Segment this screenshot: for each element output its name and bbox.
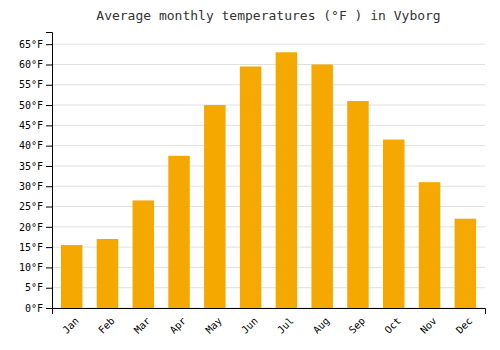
tick: Mar: [132, 315, 153, 336]
y-axis: 0°F 5°F 10°F 15°F 20°F 25°F 30°F 35°F 40°F 45°F 50…: [19, 33, 53, 314]
tick: 15°F: [19, 242, 52, 253]
tick: Sep: [347, 315, 368, 336]
tick-mark: [46, 186, 52, 187]
tick-mark: [46, 288, 52, 289]
tick-mark: [46, 125, 52, 126]
grid-line: [52, 84, 485, 85]
tick-mark: [46, 207, 52, 208]
tick-label: Oct: [382, 315, 403, 336]
tick: 45°F: [19, 120, 52, 131]
tick-label: 40°F: [19, 140, 43, 151]
tick-label: Jul: [275, 315, 296, 336]
tick-label: 50°F: [19, 100, 43, 111]
tick-mark: [46, 247, 52, 248]
grid-line: [52, 145, 485, 146]
tick-label: Mar: [132, 315, 153, 336]
tick-mark: [46, 166, 52, 167]
bar: [276, 52, 297, 308]
tick: Jun: [239, 315, 260, 336]
tick-mark: [46, 146, 52, 147]
tick-label: Nov: [418, 315, 439, 336]
tick-label: Sep: [347, 315, 368, 336]
bar: [347, 101, 368, 308]
bar: [311, 64, 332, 308]
tick: 65°F: [19, 39, 52, 50]
tick: 50°F: [19, 100, 52, 111]
tick: 10°F: [19, 262, 52, 273]
grid-line: [52, 44, 485, 45]
tick-label: 20°F: [19, 222, 43, 233]
tick: 5°F: [25, 282, 52, 293]
bar: [204, 105, 225, 308]
tick-label: 65°F: [19, 39, 43, 50]
chart: 0°F 5°F 10°F 15°F 20°F 25°F 30°F 35°F 40°F 45°F 50…: [0, 0, 500, 350]
tick-label: Feb: [96, 315, 117, 336]
bar: [168, 156, 189, 308]
tick-label: 60°F: [19, 59, 43, 70]
bar: [383, 140, 404, 308]
tick-mark: [46, 227, 52, 228]
tick-label: 0°F: [25, 303, 43, 314]
bar: [419, 182, 440, 308]
tick: Apr: [168, 315, 189, 336]
tick: 40°F: [19, 140, 52, 151]
bar: [455, 219, 476, 308]
bar: [133, 200, 154, 308]
grid-line: [52, 125, 485, 126]
tick-label: 15°F: [19, 242, 43, 253]
tick: 30°F: [19, 181, 52, 192]
bar: [61, 245, 82, 308]
tick-mark: [46, 64, 52, 65]
tick: Jan: [60, 315, 81, 336]
tick: 20°F: [19, 222, 52, 233]
grid-line: [52, 64, 485, 65]
tick: Dec: [454, 315, 475, 336]
tick-label: Jan: [60, 315, 81, 336]
axis-line: [53, 309, 486, 315]
tick-label: 35°F: [19, 161, 43, 172]
bar: [240, 67, 261, 309]
tick-label: 55°F: [19, 79, 43, 90]
title: Average monthly temperatures (°F ) in Vy…: [96, 8, 440, 23]
tick-mark: [46, 308, 52, 309]
tick: May: [203, 315, 224, 336]
plot: 0°F 5°F 10°F 15°F 20°F 25°F 30°F 35°F 40°F 45°F 50…: [19, 33, 486, 336]
tick-label: 10°F: [19, 262, 43, 273]
tick-label: Aug: [311, 315, 332, 336]
grid-line: [52, 165, 485, 166]
tick: 60°F: [19, 59, 52, 70]
tick-label: 45°F: [19, 120, 43, 131]
tick-label: May: [203, 315, 224, 336]
x-axis: Jan Feb Mar Apr May Jun Jul Aug Sep Oct Nov Dec: [53, 309, 486, 336]
tick: Nov: [418, 315, 439, 336]
tick: Feb: [96, 315, 117, 336]
grid-line: [52, 105, 485, 106]
bars: [61, 52, 476, 308]
tick: Oct: [382, 315, 403, 336]
axis-line: [46, 33, 53, 309]
tick-mark: [46, 85, 52, 86]
tick: 55°F: [19, 79, 52, 90]
tick-label: 5°F: [25, 282, 43, 293]
tick-label: Jun: [239, 315, 260, 336]
tick: Jul: [275, 315, 296, 336]
tick: 35°F: [19, 161, 52, 172]
grid: [52, 44, 485, 308]
tick: Aug: [311, 315, 332, 336]
tick-label: 25°F: [19, 201, 43, 212]
tick-mark: [46, 44, 52, 45]
tick-mark: [46, 105, 52, 106]
tick-label: Dec: [454, 315, 475, 336]
tick: 0°F: [25, 303, 52, 314]
tick-mark: [46, 267, 52, 268]
tick: 25°F: [19, 201, 52, 212]
tick-label: Apr: [168, 315, 189, 336]
tick-label: 30°F: [19, 181, 43, 192]
bar: [97, 239, 118, 308]
